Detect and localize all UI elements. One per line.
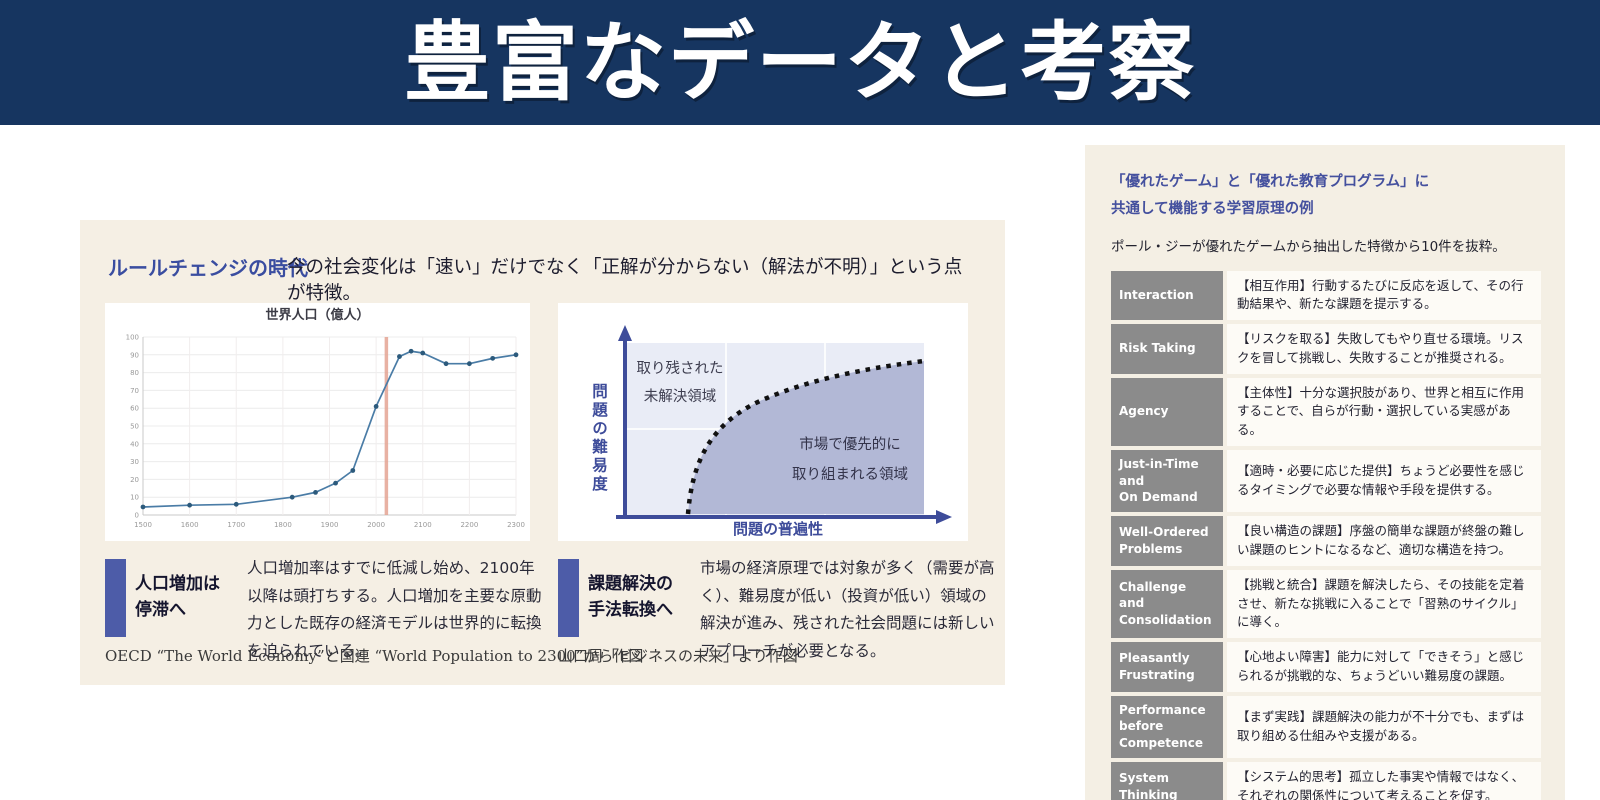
x-axis-arrow-icon (936, 510, 952, 524)
svg-text:90: 90 (130, 351, 139, 359)
principle-description: 【心地よい障害】能力に対して「できそう」と感じられるが挑戦的な、ちょうどいい難易… (1227, 642, 1541, 692)
principles-title-line1: 「優れたゲーム」と「優れた教育プログラム」に (1111, 174, 1430, 190)
principle-label: Well-Ordered Problems (1111, 516, 1223, 566)
principle-row: Well-Ordered Problems 【良い構造の課題】序盤の簡単な課題が… (1111, 516, 1541, 566)
rule-change-subtitle: 今の社会変化は「速い」だけでなく「正解が分からない（解法が不明）」という点が特徴… (287, 257, 963, 304)
principle-row: Pleasantly Frustrating 【心地よい障害】能力に対して「でき… (1111, 642, 1541, 692)
svg-text:1500: 1500 (134, 521, 152, 529)
world-population-chart-box: 世界人口（億人） 0 10 20 30 40 50 60 70 80 90 100 1500 1600 17… (105, 303, 530, 541)
svg-text:10: 10 (130, 494, 139, 502)
principle-label: Risk Taking (1111, 324, 1223, 374)
svg-text:100: 100 (126, 334, 139, 342)
principle-description: 【適時・必要に応じた提供】ちょうど必要性を感じるタイミングで必要な情報や手段を提… (1227, 449, 1541, 513)
principle-row: Just-in-Time and On Demand 【適時・必要に応じた提供】… (1111, 449, 1541, 513)
principle-label: Performance before Competence (1111, 695, 1223, 758)
svg-text:1800: 1800 (274, 521, 292, 529)
problem-diagram-box: 取り残された 未解決領域 市場で優先的に 取り組まれる領域 問題の難易度 問題の… (558, 303, 968, 541)
principle-description: 【良い構造の課題】序盤の簡単な課題が終盤の難しい課題のヒントになるなど、適切な構… (1227, 516, 1541, 566)
svg-text:70: 70 (130, 387, 139, 395)
svg-text:1600: 1600 (181, 521, 199, 529)
svg-text:世界人口（億人）: 世界人口（億人） (265, 307, 369, 323)
svg-text:0: 0 (135, 512, 139, 520)
blue-bar-icon (105, 559, 126, 637)
svg-text:2300: 2300 (507, 521, 525, 529)
principle-label: Agency (1111, 377, 1223, 446)
principle-label: Challenge and Consolidation (1111, 569, 1223, 639)
principles-table: Interaction 【相互作用】行動するたびに反応を返して、その行動結果や、… (1111, 270, 1541, 800)
principle-label: System Thinking (1111, 761, 1223, 800)
method-note-header: 課題解決の 手法転換へ (558, 559, 673, 637)
method-note-heading: 課題解決の 手法転換へ (588, 574, 673, 621)
svg-text:1900: 1900 (321, 521, 339, 529)
header-band: 豊富なデータと考察 (0, 0, 1600, 125)
principle-label: Just-in-Time and On Demand (1111, 449, 1223, 513)
svg-text:2000: 2000 (367, 521, 385, 529)
principle-row: System Thinking 【システム的思考】孤立した事実や情報ではなく、そ… (1111, 761, 1541, 800)
principle-row: Performance before Competence 【まず実践】課題解決… (1111, 695, 1541, 758)
principle-row: Agency 【主体性】十分な選択肢があり、世界と相互に作用することで、自らが行… (1111, 377, 1541, 446)
blue-bar-icon (558, 559, 579, 637)
diagram-dark-region (688, 361, 924, 514)
principle-label: Interaction (1111, 270, 1223, 321)
svg-text:60: 60 (130, 405, 139, 413)
rule-change-title: ルールチェンジの時代 (108, 256, 308, 280)
principles-subtitle: ポール・ジーが優れたゲームから抽出した特徴から10件を抜粋。 (1111, 238, 1506, 255)
principle-description: 【システム的思考】孤立した事実や情報ではなく、それぞれの関係性について考えること… (1227, 761, 1541, 800)
population-chart-source: OECD “The World Economy”と国連 “World Popul… (105, 647, 644, 665)
svg-text:30: 30 (130, 458, 139, 466)
diagram-x-axis-label: 問題の普遍性 (732, 520, 823, 538)
svg-text:2200: 2200 (460, 521, 478, 529)
principle-row: Risk Taking 【リスクを取る】失敗してもやり直せる環境。リスクを冒して… (1111, 324, 1541, 374)
rule-change-panel: ルールチェンジの時代 今の社会変化は「速い」だけでなく「正解が分からない（解法が… (80, 220, 1005, 685)
svg-text:40: 40 (130, 440, 139, 448)
svg-text:1700: 1700 (227, 521, 245, 529)
unsolved-region-label: 取り残された 未解決領域 (636, 361, 724, 406)
diagram-y-axis-label: 問題の難易度 (590, 383, 608, 494)
population-note-header: 人口増加は 停滞へ (105, 559, 220, 637)
world-population-line-chart: 世界人口（億人） 0 10 20 30 40 50 60 70 80 90 100 1500 1600 17… (126, 307, 525, 529)
page-title: 豊富なデータと考察 (404, 12, 1196, 113)
diagram-source: 山口周「ビジネスの未来」より作図 (558, 647, 798, 665)
y-axis-arrow-icon (618, 325, 632, 341)
principle-row: Interaction 【相互作用】行動するたびに反応を返して、その行動結果や、… (1111, 270, 1541, 321)
boundary-dotted-curve (685, 358, 925, 515)
principle-row: Challenge and Consolidation 【挑戦と統合】課題を解決… (1111, 569, 1541, 639)
market-region-label: 市場で優先的に 取り組まれる領域 (792, 437, 908, 483)
principle-description: 【まず実践】課題解決の能力が不十分でも、まずは取り組める仕組みや支援がある。 (1227, 695, 1541, 758)
method-note-body: 市場の経済原理では対象が多く（需要が高く）、難易度が低い（投資が低い）領域の解決… (700, 559, 995, 660)
difficulty-universality-diagram (616, 325, 952, 524)
principle-label: Pleasantly Frustrating (1111, 642, 1223, 692)
principles-title-line2: 共通して機能する学習原理の例 (1111, 200, 1314, 217)
principle-description: 【リスクを取る】失敗してもやり直せる環境。リスクを冒して挑戦し、失敗することが推… (1227, 324, 1541, 374)
population-note-heading: 人口増加は 停滞へ (135, 574, 220, 621)
svg-text:80: 80 (130, 369, 139, 377)
population-note-body: 人口増加率はすでに低減し始め、2100年以降は頭打ちする。人口増加を主要な原動力… (247, 559, 542, 660)
svg-text:50: 50 (130, 423, 139, 431)
principle-description: 【主体性】十分な選択肢があり、世界と相互に作用することで、自らが行動・選択してい… (1227, 377, 1541, 446)
principle-description: 【挑戦と統合】課題を解決したら、その技能を定着させ、新たな挑戦に入ることで「習熟… (1227, 569, 1541, 639)
learning-principles-panel: 「優れたゲーム」と「優れた教育プログラム」に 共通して機能する学習原理の例 ポー… (1085, 145, 1565, 800)
svg-text:20: 20 (130, 476, 139, 484)
svg-text:2100: 2100 (414, 521, 432, 529)
principle-description: 【相互作用】行動するたびに反応を返して、その行動結果や、新たな課題を提示する。 (1227, 270, 1541, 321)
